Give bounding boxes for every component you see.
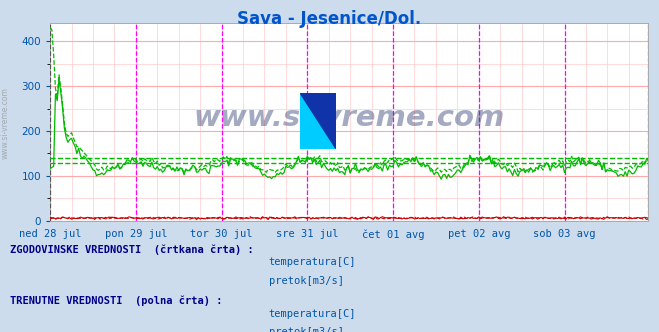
Text: Sava - Jesenice/Dol.: Sava - Jesenice/Dol. — [237, 10, 422, 28]
Polygon shape — [300, 93, 336, 149]
Text: pet 02 avg: pet 02 avg — [447, 229, 510, 239]
Text: ZGODOVINSKE VREDNOSTI  (črtkana črta) :: ZGODOVINSKE VREDNOSTI (črtkana črta) : — [10, 244, 254, 255]
Text: tor 30 jul: tor 30 jul — [190, 229, 253, 239]
Text: www.si-vreme.com: www.si-vreme.com — [1, 87, 10, 159]
Text: čet 01 avg: čet 01 avg — [362, 229, 424, 240]
Text: ned 28 jul: ned 28 jul — [19, 229, 81, 239]
Text: pon 29 jul: pon 29 jul — [105, 229, 167, 239]
Text: TRENUTNE VREDNOSTI  (polna črta) :: TRENUTNE VREDNOSTI (polna črta) : — [10, 295, 222, 306]
Text: pretok[m3/s]: pretok[m3/s] — [269, 327, 344, 332]
Text: temperatura[C]: temperatura[C] — [269, 257, 357, 267]
Text: sre 31 jul: sre 31 jul — [276, 229, 339, 239]
Polygon shape — [300, 93, 336, 149]
Text: pretok[m3/s]: pretok[m3/s] — [269, 276, 344, 286]
Text: temperatura[C]: temperatura[C] — [269, 309, 357, 319]
Text: sob 03 avg: sob 03 avg — [533, 229, 596, 239]
Text: www.si-vreme.com: www.si-vreme.com — [194, 104, 505, 132]
